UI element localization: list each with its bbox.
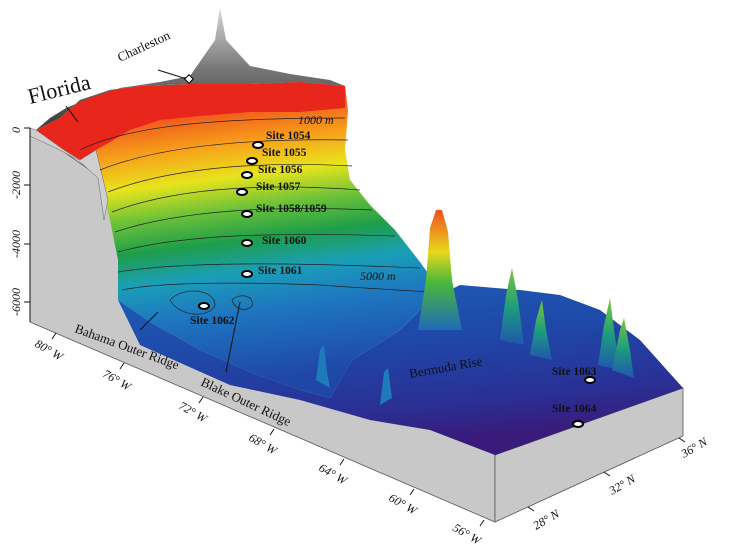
latitude-tick: 28° N [531, 506, 563, 533]
site-label: Site 1063 [552, 366, 597, 378]
seamount-spire [316, 345, 330, 388]
site-label: Site 1064 [552, 403, 597, 415]
contour-lines [79, 117, 431, 315]
site-marker [246, 157, 258, 165]
latitude-tick: 32° N [606, 471, 639, 498]
site-label: Site 1055 [262, 147, 307, 159]
seamount-spire [612, 318, 634, 378]
longitude-tick: 80° W [33, 336, 67, 364]
florida-leader [65, 105, 79, 123]
site-markers [198, 141, 596, 428]
site-marker [236, 188, 248, 196]
seamount-spire [598, 298, 620, 370]
label-charleston: Charleston [115, 27, 173, 65]
depth-tick: -6000 [9, 288, 23, 316]
site-label: Site 1057 [256, 181, 301, 193]
site-marker [584, 376, 596, 384]
seamount-spire [500, 268, 524, 345]
continental-shelf [36, 82, 345, 160]
site-marker [241, 210, 253, 218]
longitude-tick: 60° W [387, 490, 421, 518]
site-marker [241, 239, 253, 247]
depth-tick: -4000 [9, 230, 23, 258]
front-wall [494, 387, 684, 523]
longitude-tick: 64° W [317, 460, 351, 488]
site-marker [198, 302, 210, 310]
blake-leader [225, 301, 241, 373]
site-marker [241, 270, 253, 278]
charleston-leader [157, 69, 191, 81]
longitude-tick: 68° W [247, 430, 281, 458]
site-label: Site 1056 [258, 164, 303, 176]
charleston-marker [184, 74, 194, 84]
longitude-tick: 72° W [177, 398, 211, 426]
longitude-tick: 76° W [101, 366, 135, 394]
bahama-leader [139, 311, 159, 331]
land-wall [29, 127, 109, 221]
site-marker [252, 141, 264, 149]
seamount-spire [530, 300, 552, 360]
depth-tick: 0 [9, 127, 23, 133]
site-label: Site 1060 [262, 235, 307, 247]
latitude-tick: 36° N [678, 434, 711, 461]
contour-label-1000: 1000 m [298, 113, 334, 127]
site-label: Site 1062 [190, 315, 235, 327]
site-label: Site 1058/1059 [256, 203, 327, 215]
site-marker [572, 420, 584, 428]
site-marker [241, 171, 253, 179]
longitude-axis-ticks [51, 332, 485, 527]
contour-label-5000: 5000 m [360, 269, 396, 283]
latitude-axis-ticks [527, 437, 686, 512]
site-label: Site 1054 [266, 130, 311, 142]
seamount-spire [380, 368, 392, 405]
depth-axis [24, 127, 31, 322]
depth-tick: -2000 [9, 171, 23, 199]
longitude-tick: 56° W [451, 520, 485, 548]
bermuda-rise-peak [418, 210, 462, 330]
site-label: Site 1061 [258, 265, 303, 277]
